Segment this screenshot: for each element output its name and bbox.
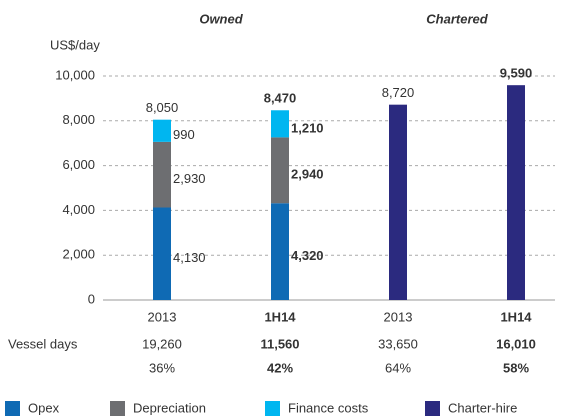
x-tick-label: 2013 <box>384 309 413 324</box>
share: 36% <box>149 360 175 375</box>
vessel-days: 11,560 <box>260 336 299 351</box>
y-tick-label: 6,000 <box>62 157 95 172</box>
x-tick-label: 1H14 <box>500 309 532 324</box>
legend-label: Depreciation <box>133 400 206 415</box>
share: 42% <box>267 360 293 375</box>
x-tick-label: 1H14 <box>264 309 296 324</box>
y-tick-label: 4,000 <box>62 202 95 217</box>
vessel-days: 33,650 <box>378 336 418 351</box>
segment-label: 4,130 <box>173 250 206 265</box>
legend-label: Charter-hire <box>448 400 517 415</box>
total-label: 8,050 <box>146 100 179 115</box>
y-tick-label: 2,000 <box>62 247 95 262</box>
vessel-days: 19,260 <box>142 336 182 351</box>
legend-swatch <box>425 401 440 416</box>
bar-segment <box>271 203 289 300</box>
total-label: 8,470 <box>264 91 297 106</box>
legend-label: Opex <box>28 400 60 415</box>
bar-segment <box>507 85 525 301</box>
bar-segment <box>271 110 289 138</box>
bar-segment <box>271 137 289 204</box>
x-tick-label: 2013 <box>148 309 177 324</box>
share: 64% <box>385 360 411 375</box>
bar-label: 8,720 <box>382 85 415 100</box>
legend-swatch <box>110 401 125 416</box>
y-tick-label: 10,000 <box>55 67 95 82</box>
share: 58% <box>503 360 529 375</box>
group-title: Owned <box>199 11 243 26</box>
y-axis-label: US$/day <box>50 37 100 52</box>
legend-label: Finance costs <box>288 400 369 415</box>
segment-label: 4,320 <box>291 248 324 263</box>
bar-segment <box>153 119 171 142</box>
segment-label: 2,940 <box>291 167 324 182</box>
segment-label: 1,210 <box>291 120 324 135</box>
bar-segment <box>153 207 171 300</box>
y-tick-label: 0 <box>88 291 95 306</box>
legend-swatch <box>265 401 280 416</box>
legend-swatch <box>5 401 20 416</box>
y-tick-label: 8,000 <box>62 112 95 127</box>
segment-label: 990 <box>173 127 195 142</box>
bar-label: 9,590 <box>500 66 533 81</box>
group-title: Chartered <box>426 11 488 26</box>
bar-segment <box>153 141 171 208</box>
vessel-days: 16,010 <box>496 336 536 351</box>
vessel-days-label: Vessel days <box>8 336 78 351</box>
bar-segment <box>389 104 407 300</box>
segment-label: 2,930 <box>173 171 206 186</box>
